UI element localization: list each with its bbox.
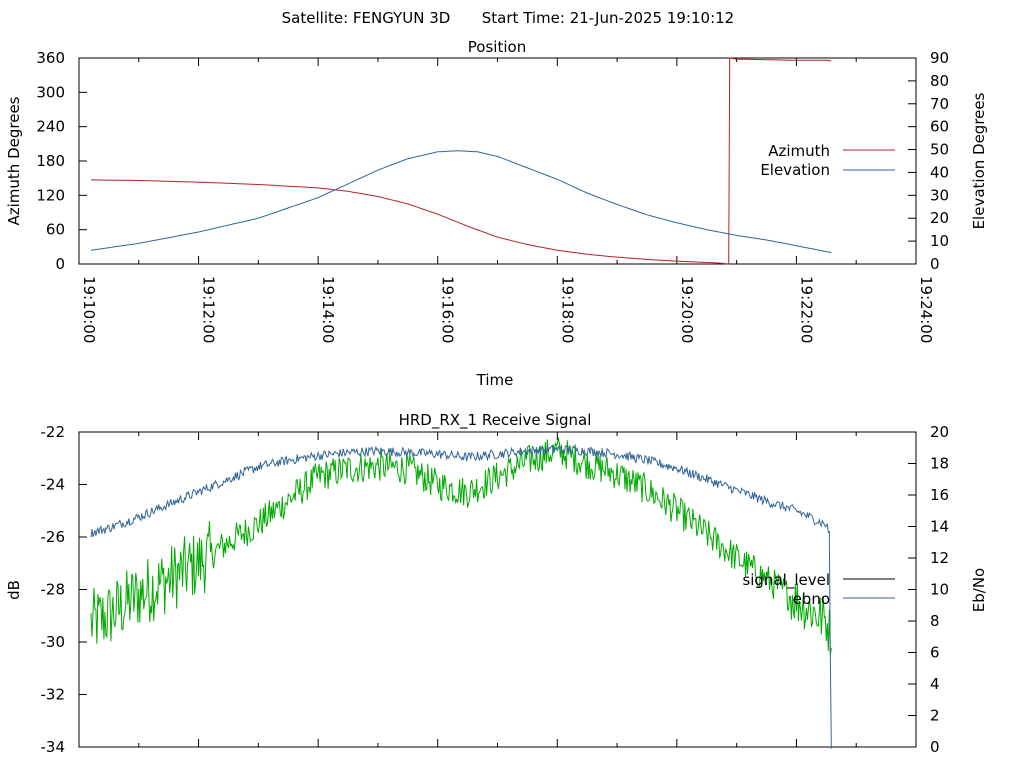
y2-tick-label: 90 [930, 49, 949, 67]
y-tick-label: 300 [36, 83, 65, 101]
y-tick-label: -24 [41, 476, 66, 494]
azimuth-axis-label: Azimuth Degrees [5, 96, 23, 225]
y-tick-label: 240 [36, 118, 65, 136]
signal-axis-ticks: -34 -32 -30 -28 -26 -24 -22 0 2 4 6 8 10 12 14 16 18 20 [41, 423, 950, 756]
signal-level-series-line [90, 437, 832, 655]
y2-tick-label: 0 [930, 255, 940, 273]
y2-tick-label: 18 [930, 455, 949, 473]
satellite-label: Satellite: FENGYUN 3D [282, 9, 451, 27]
y-tick-label: -30 [41, 633, 66, 651]
x-tick-label: 19:20:00 [678, 276, 696, 343]
y-tick-label: 360 [36, 49, 65, 67]
y-tick-label: -26 [41, 528, 66, 546]
position-series-group [90, 57, 832, 265]
y2-tick-label: 50 [930, 141, 949, 159]
y-tick-label: 0 [55, 255, 65, 273]
elevation-axis-label: Elevation Degrees [970, 92, 988, 229]
y2-tick-label: 60 [930, 118, 949, 136]
y2-tick-label: 30 [930, 186, 949, 204]
y2-tick-label: 16 [930, 486, 949, 504]
y2-tick-label: 10 [930, 581, 949, 599]
ebno-series-line [90, 444, 832, 749]
x-tick-label: 19:24:00 [917, 276, 935, 343]
position-axis-ticks: 19:10:00 19:12:00 19:14:00 19:16:00 19:18:00… [36, 49, 949, 343]
y-tick-label: -34 [41, 738, 66, 756]
y-tick-label: -28 [41, 581, 66, 599]
y2-tick-label: 12 [930, 549, 949, 567]
position-x-axis-label: Time [476, 371, 514, 389]
y-tick-label: -32 [41, 686, 66, 704]
legend-elevation-label: Elevation [760, 161, 830, 179]
y2-tick-label: 14 [930, 518, 949, 536]
legend-azimuth-label: Azimuth [768, 142, 830, 160]
position-chart-title: Position [468, 38, 526, 56]
y2-tick-label: 0 [930, 738, 940, 756]
signal-series-group [90, 437, 832, 749]
y2-tick-label: 80 [930, 72, 949, 90]
x-tick-label: 19:10:00 [80, 276, 98, 343]
start-time-label: Start Time: 21-Jun-2025 19:10:12 [482, 9, 734, 27]
db-axis-label: dB [5, 580, 23, 600]
x-tick-label: 19:18:00 [558, 276, 576, 343]
y2-tick-label: 40 [930, 163, 949, 181]
y-tick-label: 180 [36, 152, 65, 170]
azimuth-series-line [91, 57, 832, 265]
legend-signal-level-label: signal_level [742, 571, 830, 590]
ebno-axis-label: Eb/No [970, 568, 988, 612]
y2-tick-label: 20 [930, 209, 949, 227]
y2-tick-label: 8 [930, 612, 940, 630]
y2-tick-label: 2 [930, 707, 940, 725]
y2-tick-label: 70 [930, 95, 949, 113]
legend-ebno-label: ebno [793, 590, 830, 608]
x-tick-label: 19:22:00 [797, 276, 815, 343]
y-tick-label: -22 [41, 423, 66, 441]
y-tick-label: 120 [36, 186, 65, 204]
x-tick-label: 19:12:00 [200, 276, 218, 343]
y2-tick-label: 20 [930, 423, 949, 441]
y2-tick-label: 6 [930, 644, 940, 662]
y2-tick-label: 10 [930, 232, 949, 250]
x-tick-label: 19:16:00 [439, 276, 457, 343]
x-tick-label: 19:14:00 [319, 276, 337, 343]
elevation-series-line [90, 150, 832, 254]
y-tick-label: 60 [46, 221, 65, 239]
signal-chart-title: HRD_RX_1 Receive Signal [399, 411, 592, 430]
y2-tick-label: 4 [930, 675, 940, 693]
